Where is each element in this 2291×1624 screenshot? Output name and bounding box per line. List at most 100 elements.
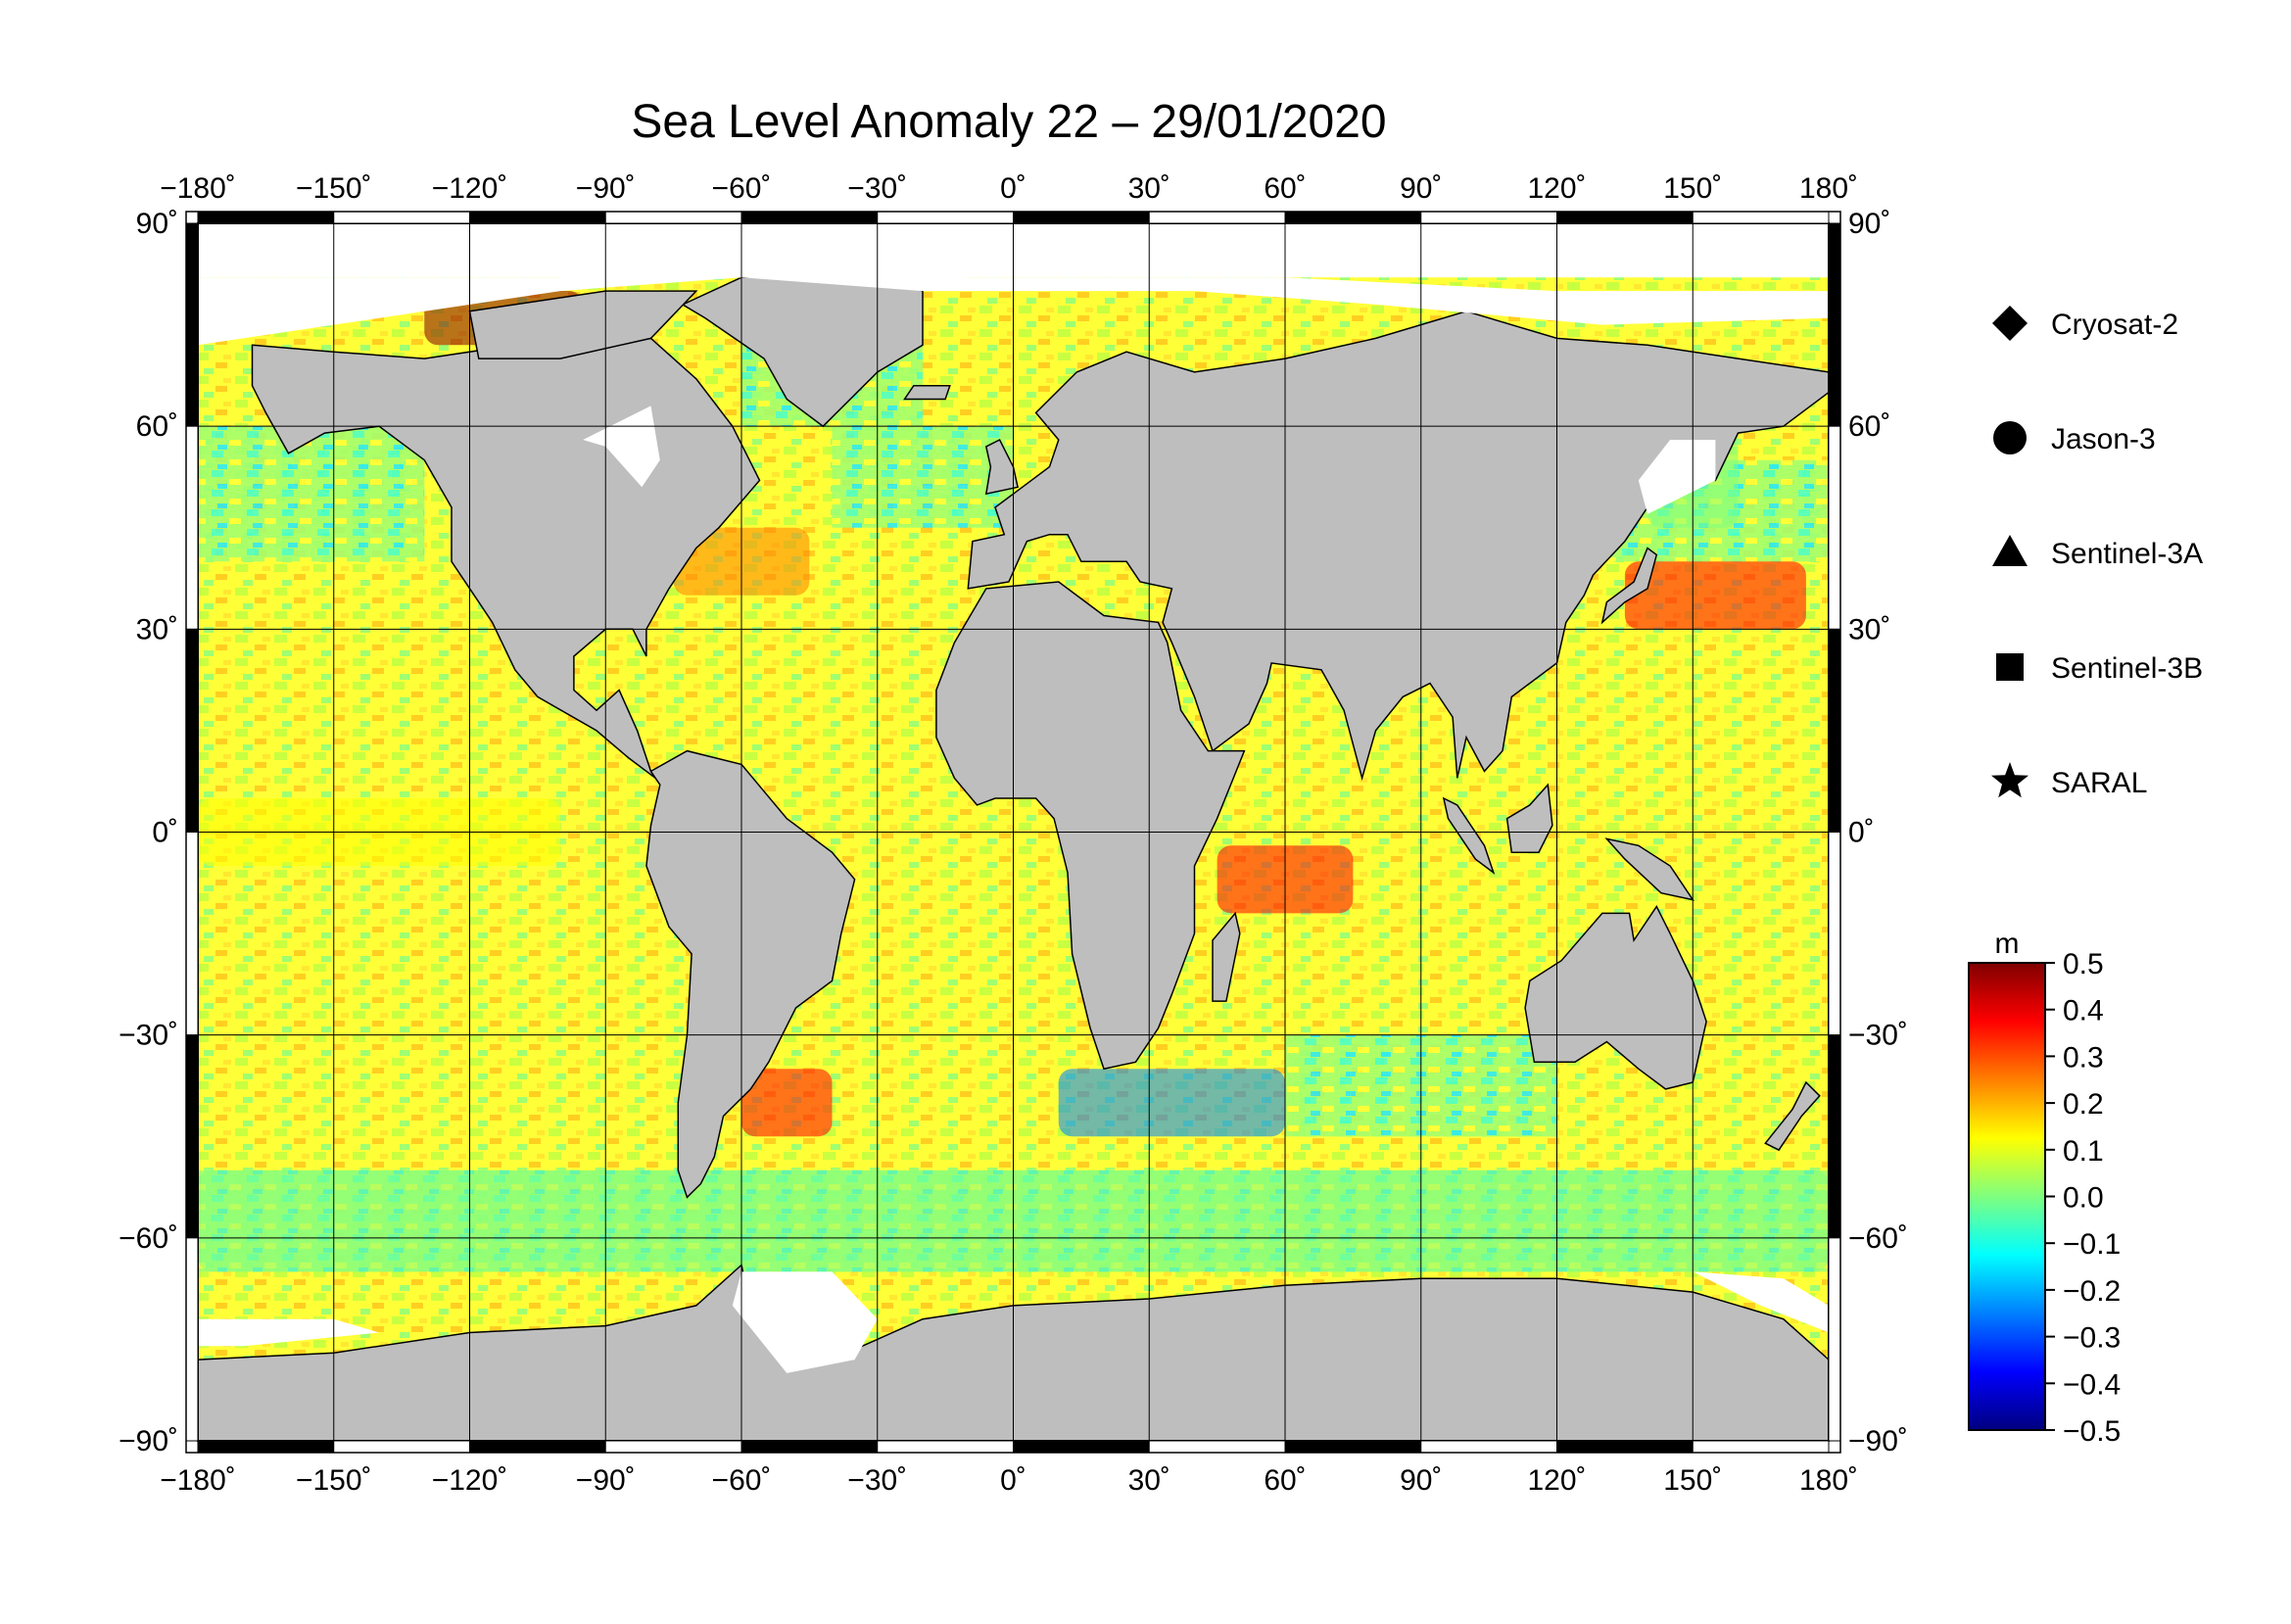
border-bar-top (1556, 211, 1694, 224)
lat-tick-label-right: 60˚ (1848, 410, 1890, 443)
lat-tick-label-left: −30˚ (119, 1020, 178, 1052)
colorbar-gradient (1968, 962, 2046, 1431)
lon-tick-label-bottom: 30˚ (1128, 1464, 1170, 1497)
colorbar-tick-label: 0.2 (2063, 1088, 2104, 1121)
lat-tick-label-right: −90˚ (1848, 1425, 1908, 1457)
sea-ice-mask (1638, 440, 1716, 514)
cool-anomaly-band (198, 426, 425, 562)
lon-tick-label-top: −90˚ (576, 172, 636, 205)
colorbar-tick-label: 0.0 (2063, 1182, 2104, 1215)
outer-frame (185, 211, 1841, 1454)
legend-label: Sentinel-3A (2051, 538, 2203, 570)
colorbar-tick-label: 0.5 (2063, 948, 2104, 980)
border-bar-bottom (877, 1440, 1014, 1454)
lat-tick-label-left: −60˚ (119, 1222, 178, 1255)
border-bar-left (185, 628, 199, 833)
border-bar-left (185, 832, 199, 1036)
border-bar-top (1013, 211, 1150, 224)
border-bar-top (333, 211, 470, 224)
land-australia (1524, 905, 1707, 1090)
colorbar-tick-label: 0.3 (2063, 1041, 2104, 1074)
colorbar-tick-label: −0.5 (2063, 1415, 2121, 1448)
square-icon (1996, 653, 2024, 681)
lon-tick-label-top: −150˚ (296, 172, 372, 205)
border-bar-top (604, 211, 742, 224)
chart-title: Sea Level Anomaly 22 – 29/01/2020 (631, 96, 1386, 148)
star-icon (1991, 762, 2028, 798)
border-bar-right (1828, 1237, 1841, 1442)
border-bar-bottom (1013, 1440, 1150, 1454)
lon-tick-label-top: 60˚ (1264, 172, 1306, 205)
border-bar-bottom (604, 1440, 742, 1454)
border-bar-bottom (1556, 1440, 1694, 1454)
lat-tick-label-right: −30˚ (1848, 1020, 1908, 1052)
land-new-zealand (1764, 1080, 1821, 1152)
triangle-icon (1992, 535, 2028, 566)
lon-tick-label-top: −30˚ (847, 172, 907, 205)
border-bar-bottom (469, 1440, 606, 1454)
lat-tick-label-left: 30˚ (136, 613, 178, 645)
border-bar-bottom (740, 1440, 879, 1454)
border-bar-bottom (1420, 1440, 1557, 1454)
land-madagascar (1212, 911, 1241, 1002)
cool-anomaly-band (832, 426, 1014, 528)
colorbar-tick-label: 0.4 (2063, 995, 2104, 1027)
land-south-america (645, 749, 856, 1199)
border-bar-right (1828, 628, 1841, 833)
lon-tick-label-bottom: −120˚ (432, 1464, 508, 1497)
land-eurasia (967, 310, 1829, 782)
lon-tick-label-bottom: 120˚ (1527, 1464, 1586, 1497)
border-bar-bottom (1284, 1440, 1422, 1454)
land-indonesia-borneo (1505, 783, 1553, 853)
border-bar-top (1148, 211, 1286, 224)
legend-item-jason-3: Jason-3 (1993, 421, 2156, 455)
lat-tick-label-left: 0˚ (152, 817, 178, 849)
lon-tick-label-top: 90˚ (1400, 172, 1442, 205)
land-sumatra (1442, 796, 1496, 875)
legend-item-sentinel-3b: Sentinel-3B (1996, 652, 2203, 685)
colorbar-unit: m (1995, 928, 2020, 960)
border-bar-left (185, 425, 199, 630)
legend-label: Cryosat-2 (2051, 309, 2178, 341)
sea-ice-mask (732, 1271, 878, 1373)
lon-tick-label-bottom: −180˚ (160, 1464, 236, 1497)
legend-item-sentinel-3a: Sentinel-3A (1992, 535, 2203, 570)
border-bar-top (197, 211, 335, 224)
lon-tick-label-top: 30˚ (1128, 172, 1170, 205)
border-bar-top (877, 211, 1014, 224)
border-bar-right (1828, 425, 1841, 630)
lon-tick-label-top: −120˚ (432, 172, 508, 205)
lat-tick-label-left: 60˚ (136, 410, 178, 443)
lat-tick-label-right: −60˚ (1848, 1222, 1908, 1255)
colorbar-tick-label: −0.1 (2063, 1228, 2121, 1261)
border-bar-top (469, 211, 606, 224)
lon-tick-label-top: 150˚ (1663, 172, 1722, 205)
lon-tick-label-bottom: −30˚ (847, 1464, 907, 1497)
border-bar-bottom (333, 1440, 470, 1454)
lon-tick-label-bottom: −60˚ (712, 1464, 772, 1497)
land-uk (984, 438, 1019, 496)
diamond-icon (1992, 306, 2028, 341)
border-bar-right (1828, 832, 1841, 1036)
border-bar-bottom (197, 1440, 335, 1454)
lon-tick-label-bottom: 0˚ (1000, 1464, 1026, 1497)
lon-tick-label-bottom: 180˚ (1799, 1464, 1858, 1497)
colorbar-tick-label: −0.2 (2063, 1275, 2121, 1308)
lon-tick-label-bottom: −90˚ (576, 1464, 636, 1497)
lat-tick-label-left: 90˚ (136, 208, 178, 240)
border-bar-bottom (1692, 1440, 1830, 1454)
anomaly-region (1624, 561, 1806, 630)
lon-tick-label-top: 120˚ (1527, 172, 1586, 205)
lon-tick-label-bottom: 150˚ (1663, 1464, 1722, 1497)
lon-tick-label-top: −60˚ (712, 172, 772, 205)
colorbar-tick-label: 0.1 (2063, 1135, 2104, 1168)
legend-item-cryosat-2: Cryosat-2 (1992, 306, 2178, 341)
lon-tick-label-top: 180˚ (1799, 172, 1858, 205)
border-bar-left (185, 222, 199, 427)
map-border-scale (185, 211, 1841, 1454)
lon-tick-label-top: −180˚ (160, 172, 236, 205)
lon-tick-label-bottom: 90˚ (1400, 1464, 1442, 1497)
colorbar: m 0.5 0.4 0.3 0.2 0.1 0.0 −0.1 −0.2 −0.3 −0.4 −0.5 (1968, 928, 2121, 1448)
